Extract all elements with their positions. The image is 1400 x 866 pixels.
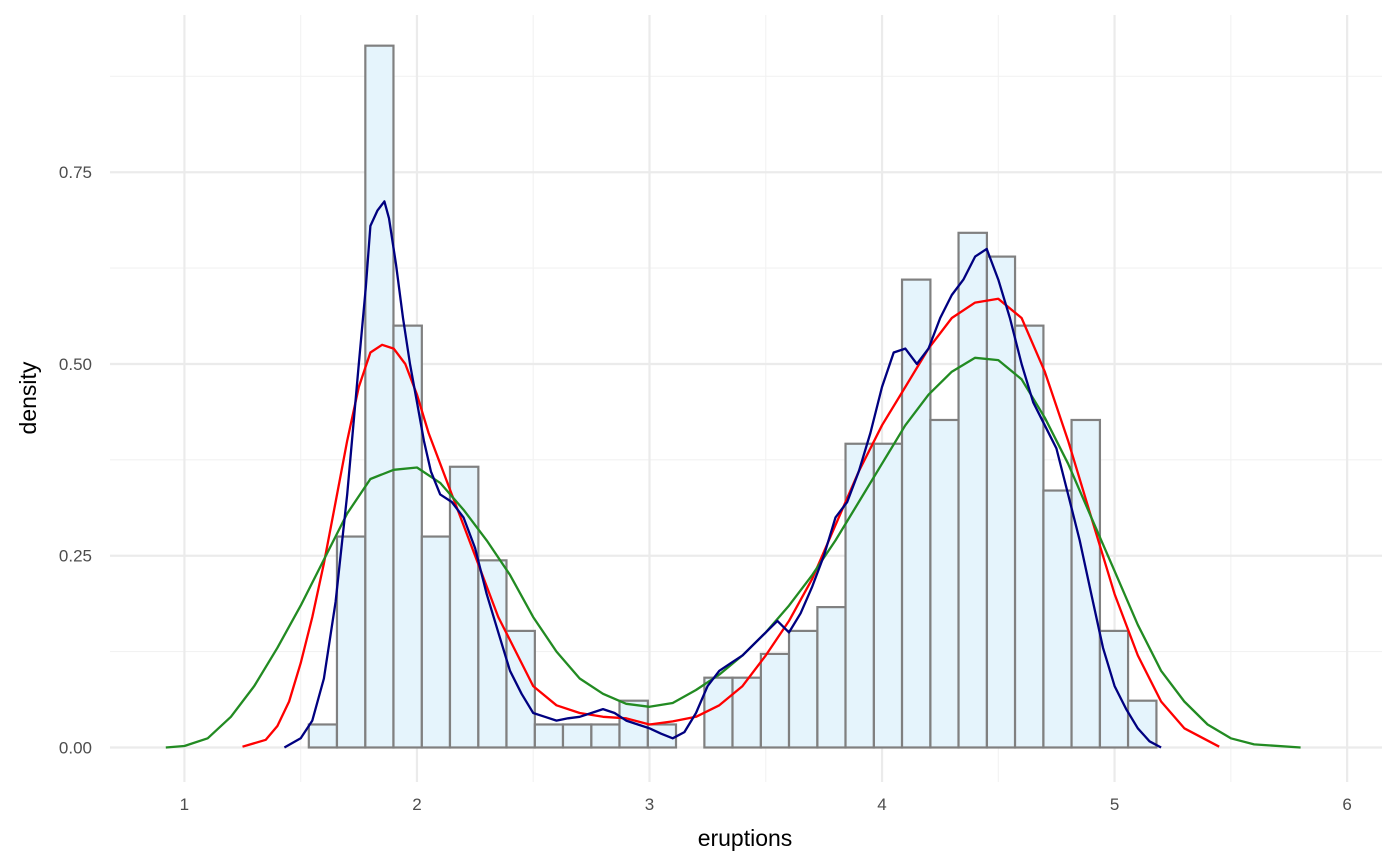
density-curves [165,200,1301,749]
x-tick-label: 1 [180,795,189,814]
y-axis-title: density [15,361,41,434]
histogram-bar [900,278,932,749]
histogram-bar [872,442,904,749]
histogram-bar [505,629,536,749]
x-tick-label: 4 [877,795,886,814]
histogram-bar [561,723,593,749]
histogram-bar [533,723,565,749]
histogram-bar [731,676,762,749]
histogram-bar [957,231,989,749]
histogram-bar [929,418,960,749]
histogram-bar [420,535,452,749]
x-tick-label: 2 [412,795,421,814]
histogram-bar [787,629,819,749]
x-tick-label: 6 [1342,795,1351,814]
histogram-bar [590,723,621,749]
density-curve-2 [283,200,1162,749]
y-tick-label: 0.50 [59,355,92,374]
histogram-bars [307,44,1158,749]
histogram-bar [1042,489,1073,749]
histogram-bar [985,255,1017,749]
histogram-bar [618,699,649,749]
y-tick-label: 0.00 [59,738,92,757]
x-axis-ticks: 1 2 3 4 5 6 [180,795,1352,814]
histogram-bar [703,676,734,749]
histogram-bar [1070,418,1102,749]
x-axis-title: eruptions [698,825,793,851]
y-tick-label: 0.25 [59,547,92,566]
x-tick-label: 5 [1110,795,1119,814]
histogram-bar [1126,699,1158,749]
x-tick-label: 3 [645,795,654,814]
density-curve-1 [165,356,1301,749]
histogram-bar [759,652,791,749]
y-axis-ticks: 0.00 0.25 0.50 0.75 [59,163,92,757]
histogram-bar [1013,324,1045,749]
y-tick-label: 0.75 [59,163,92,182]
histogram-bar [646,723,678,749]
histogram-bar [307,723,339,749]
histogram-bar [477,559,508,749]
histogram-bar [392,324,423,749]
histogram-bar [816,606,847,749]
histogram-bar [364,44,395,749]
histogram-bar [335,535,367,749]
